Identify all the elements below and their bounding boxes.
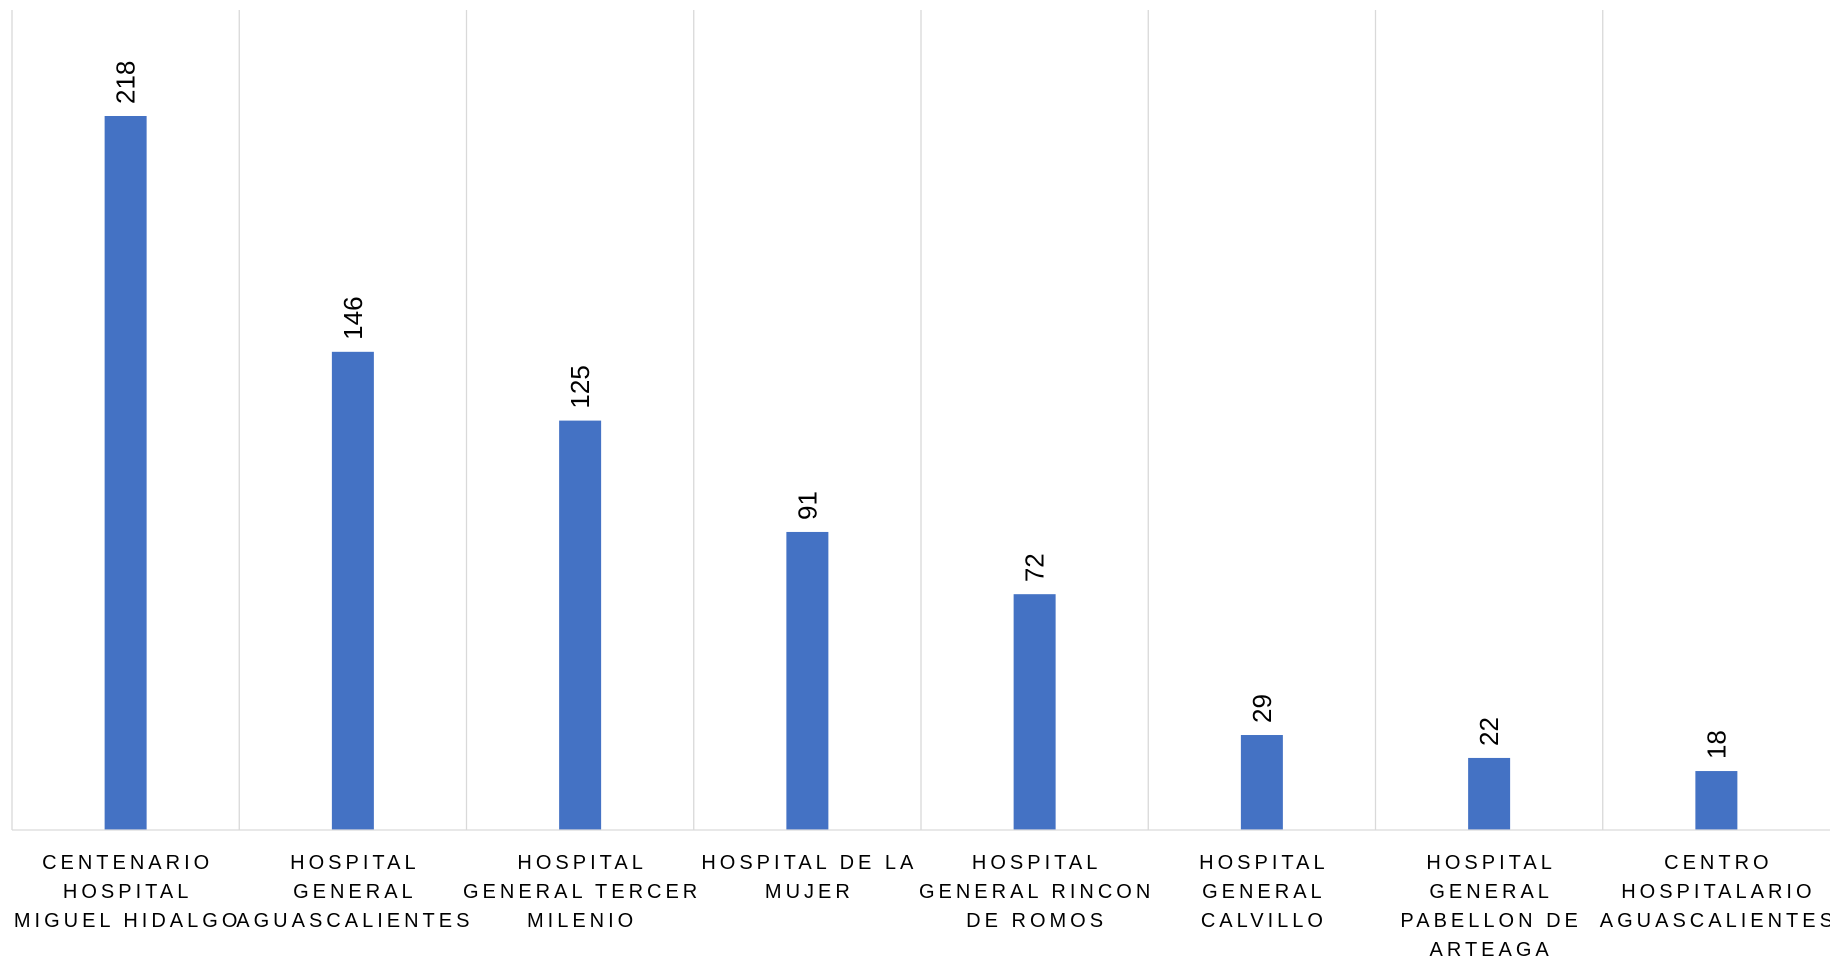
x-tick-label: PABELLON DE [1400, 910, 1581, 932]
bar [1695, 771, 1738, 830]
data-label: 72 [1020, 553, 1050, 582]
x-tick-label: AGUASCALIENTES [1600, 910, 1830, 932]
data-label: 91 [792, 491, 822, 520]
bar [786, 531, 829, 830]
x-tick-label: GENERAL [1429, 881, 1553, 903]
x-tick-label: HOSPITALARIO [1621, 881, 1815, 903]
x-tick-label: HOSPITAL [1199, 852, 1328, 874]
data-label: 146 [338, 296, 368, 339]
x-tick-label: HOSPITAL [972, 852, 1101, 874]
x-tick-label: HOSPITAL [290, 852, 419, 874]
bar [1013, 594, 1056, 830]
bar [559, 420, 602, 830]
x-tick-label: ARTEAGA [1430, 939, 1553, 959]
bar [1468, 757, 1511, 830]
data-label: 29 [1247, 694, 1277, 723]
x-tick-label: CALVILLO [1201, 910, 1327, 932]
x-tick-label: GENERAL RINCON [919, 881, 1154, 903]
bar [1240, 735, 1283, 830]
x-tick-label: MUJER [765, 881, 854, 903]
x-tick-label: GENERAL TERCER [463, 881, 701, 903]
category-tick-labels: CENTENARIO HOSPITAL MIGUEL HIDALGO HOSPITAL… [14, 852, 1830, 959]
x-tick-label: DE ROMOS [966, 910, 1107, 932]
x-tick-label: GENERAL [293, 881, 417, 903]
x-tick-label: HOSPITAL [517, 852, 646, 874]
x-tick-label: HOSPITAL DE LA [701, 852, 917, 874]
x-tick-label: MILENIO [527, 910, 637, 932]
data-label: 218 [111, 61, 141, 104]
data-label: 22 [1474, 717, 1504, 746]
bar [104, 116, 147, 830]
bars [104, 116, 1738, 830]
x-tick-label: CENTENARIO [42, 852, 213, 874]
gridlines [11, 10, 1604, 830]
x-tick-label: CENTRO [1664, 852, 1772, 874]
x-tick-label: GENERAL [1202, 881, 1326, 903]
data-label: 18 [1701, 730, 1731, 759]
x-tick-label: HOSPITAL [63, 881, 192, 903]
x-tick-label: AGUASCALIENTES [236, 910, 473, 932]
data-labels: 218 146 125 91 72 29 22 18 [111, 61, 1732, 759]
x-tick-label: HOSPITAL [1426, 852, 1555, 874]
bar [331, 351, 374, 830]
x-tick-label: MIGUEL HIDALGO [14, 910, 242, 932]
data-label: 125 [565, 365, 595, 408]
